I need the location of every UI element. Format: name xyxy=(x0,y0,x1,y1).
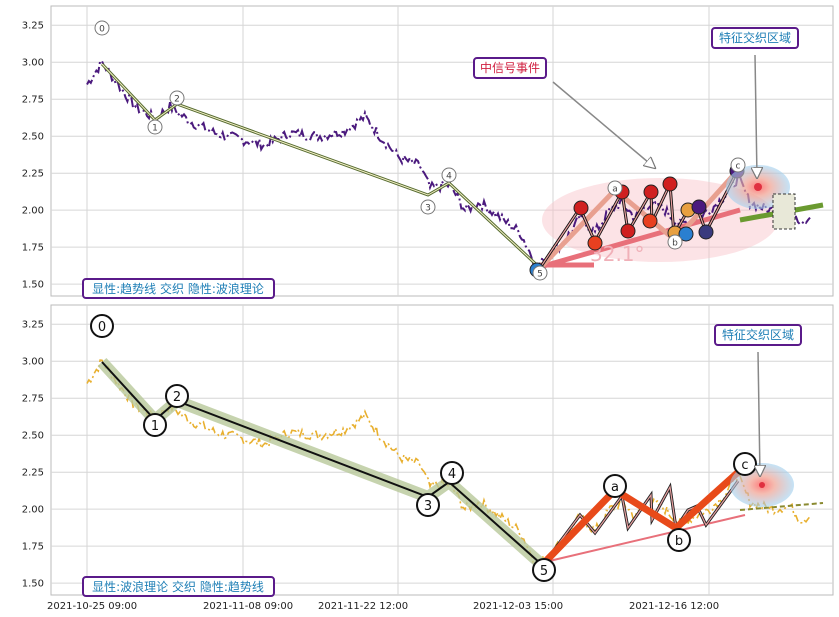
subwave-label-circle xyxy=(667,234,683,250)
top-subwave-pink xyxy=(538,168,740,270)
y-tick-label: 2.75 xyxy=(22,394,44,405)
wave-label: 2 xyxy=(173,390,181,405)
subwave-label: b xyxy=(675,534,683,549)
subwave-label: c xyxy=(741,458,748,473)
top-y-ticks: 3.25 3.00 2.75 2.50 2.25 2.00 1.75 1.50 xyxy=(22,21,44,291)
wave-label: 0 xyxy=(98,320,106,335)
y-tick-label: 1.75 xyxy=(22,243,44,254)
bottom-panel: 3.25 3.00 2.75 2.50 2.25 2.00 1.75 1.50 0 12 3 4 5 a… xyxy=(22,304,834,597)
subwave-label-circle xyxy=(667,528,691,552)
y-tick-label: 2.25 xyxy=(22,169,44,180)
y-tick-label: 1.75 xyxy=(22,542,44,553)
top-feature-box xyxy=(772,193,796,230)
wave-label-circle xyxy=(532,265,548,281)
y-tick-label: 3.00 xyxy=(22,58,44,69)
wave-label-circle xyxy=(90,314,114,338)
bottom-plot-frame xyxy=(50,304,834,596)
top-callout-zone-text: 特征交织区域 xyxy=(719,30,791,45)
x-tick-label: 2021-12-03 15:00 xyxy=(473,601,563,612)
wave-label-circle xyxy=(416,493,440,517)
wave-label: 5 xyxy=(537,270,543,280)
y-tick-label: 2.75 xyxy=(22,95,44,106)
wave-label: 3 xyxy=(425,204,431,214)
top-wave-labels: 0 1 2 3 4 5 a b c xyxy=(94,20,746,281)
y-tick-label: 3.25 xyxy=(22,21,44,32)
subwave-label: b xyxy=(672,239,678,249)
top-trend-pink xyxy=(539,207,741,270)
wave-label: 1 xyxy=(152,124,158,134)
x-tick-label: 2021-12-16 12:00 xyxy=(629,601,719,612)
wave-label-circle xyxy=(165,384,189,408)
bottom-callout-zone: 特征交织区域 xyxy=(714,324,802,476)
subwave-label-circle xyxy=(607,180,623,196)
subwave-label: c xyxy=(736,162,741,172)
event-marker xyxy=(643,184,659,200)
subwave-label-circle xyxy=(730,157,746,173)
bottom-subwave xyxy=(542,463,748,565)
wave-label-circle xyxy=(420,199,436,215)
subwave-label: a xyxy=(611,480,619,495)
wave-label-circle xyxy=(441,167,457,183)
wave-label: 3 xyxy=(424,499,432,514)
y-tick-label: 1.50 xyxy=(22,579,44,590)
top-panel: 3.253.002.752.502.252.001.751.50 32.1° xyxy=(22,5,834,299)
y-tick-label: 2.00 xyxy=(22,505,44,516)
subwave-label: a xyxy=(612,185,618,195)
event-marker xyxy=(587,235,603,251)
event-marker xyxy=(662,176,678,192)
y-tick-label: 3.00 xyxy=(22,357,44,368)
bottom-feature-zone-center xyxy=(759,482,765,488)
y-tick-label: 2.00 xyxy=(22,206,44,217)
bottom-trend-pink xyxy=(544,514,746,563)
wave-label-circle xyxy=(532,558,556,582)
top-panel-label: 显性:趋势线 交织 隐性:波浪理论 xyxy=(92,281,264,296)
bottom-panel-label-box xyxy=(82,576,275,597)
wave-label: 1 xyxy=(151,419,159,434)
y-tick-label: 2.50 xyxy=(22,431,44,442)
bottom-wave-line xyxy=(101,361,541,564)
wave-label: 2 xyxy=(174,95,180,105)
event-marker xyxy=(642,213,658,229)
y-tick-label: 2.25 xyxy=(22,468,44,479)
bottom-grid xyxy=(51,305,833,595)
y-tick-label: 3.25 xyxy=(22,320,44,331)
event-marker xyxy=(698,224,714,240)
y-tick-label: 2.50 xyxy=(22,132,44,143)
bottom-wave-labels: 0 12 3 4 5 a b c xyxy=(90,314,757,582)
event-marker xyxy=(620,223,636,239)
top-callout-zone: 特征交织区域 xyxy=(711,27,799,178)
top-callout-signal: 中信号事件 xyxy=(473,57,655,168)
wave-label-circle xyxy=(169,90,185,106)
bottom-panel-label: 显性:波浪理论 交织 隐性:趋势线 xyxy=(92,579,264,594)
wave-label: 4 xyxy=(446,172,452,182)
top-callout-signal-text: 中信号事件 xyxy=(480,60,540,75)
wave-label-circle xyxy=(94,20,110,36)
wave-label: 0 xyxy=(99,25,105,35)
bottom-trend-dashed xyxy=(739,502,824,511)
wave-label-circle xyxy=(147,119,163,135)
bottom-callout-zone-text: 特征交织区域 xyxy=(722,327,794,342)
x-tick-label: 2021-11-08 09:00 xyxy=(203,601,293,612)
x-tick-label: 2021-11-22 12:00 xyxy=(318,601,408,612)
top-feature-zone-center xyxy=(754,183,762,191)
subwave-label-circle xyxy=(603,474,627,498)
event-marker xyxy=(691,199,707,215)
x-ticks: 2021-10-25 09:00 2021-11-08 09:00 2021-11-… xyxy=(47,601,719,612)
wave-label: 5 xyxy=(540,564,548,579)
x-tick-label: 2021-10-25 09:00 xyxy=(47,601,137,612)
event-marker xyxy=(678,226,694,242)
top-panel-label-box xyxy=(82,278,275,299)
wave-label-circle xyxy=(440,461,464,485)
subwave-label-circle xyxy=(733,452,757,476)
y-tick-label: 1.50 xyxy=(22,280,44,291)
event-marker xyxy=(573,200,589,216)
wave-label: 4 xyxy=(448,467,456,482)
top-wave-line-inner xyxy=(101,63,541,269)
wave-label-circle xyxy=(143,413,167,437)
bottom-y-ticks: 3.25 3.00 2.75 2.50 2.25 2.00 1.75 1.50 xyxy=(22,320,44,590)
